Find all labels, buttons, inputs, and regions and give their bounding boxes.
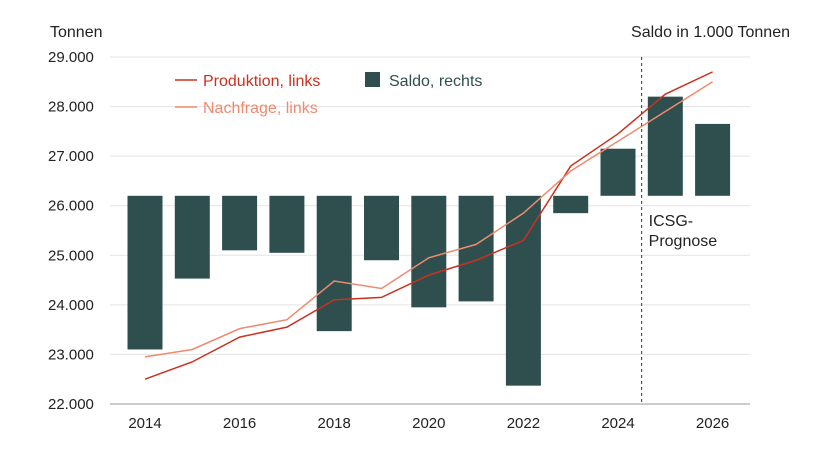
y-axis-ticks: 22.000 23.000 24.000 25.000 26.000 27.000 28.0…: [48, 49, 94, 413]
nachfrage-line: [144, 81, 713, 358]
x-tick-label: 2016: [223, 415, 256, 432]
legend-saldo-label: Saldo, rechts: [389, 73, 482, 90]
saldo-bar: [269, 195, 305, 253]
saldo-bar: [174, 195, 210, 279]
left-axis-label: Tonnen: [50, 24, 103, 41]
x-tick-label: 2024: [601, 415, 634, 432]
saldo-bar: [364, 195, 399, 261]
y-tick-label: 25.000: [48, 247, 94, 264]
line-series: [144, 71, 713, 380]
annotation-line-2: Prognose: [649, 233, 718, 250]
y-tick-label: 23.000: [48, 346, 94, 363]
y-tick-label: 26.000: [48, 198, 94, 215]
x-tick-label: 2026: [696, 415, 729, 432]
x-tick-label: 2018: [318, 415, 351, 432]
saldo-bar: [695, 123, 731, 196]
saldo-bar: [222, 195, 258, 251]
legend-saldo-swatch: [365, 72, 380, 87]
saldo-bar: [553, 195, 589, 214]
legend-produktion-label: Produktion, links: [203, 73, 320, 90]
y-tick-label: 22.000: [48, 396, 94, 413]
y-tick-label: 27.000: [48, 148, 94, 165]
x-tick-label: 2022: [507, 415, 540, 432]
y-tick-label: 29.000: [48, 49, 94, 66]
annotation-line-1: ICSG-: [649, 213, 693, 230]
right-axis-label: Saldo in 1.000 Tonnen: [631, 24, 790, 41]
saldo-bar: [316, 195, 352, 332]
y-tick-label: 28.000: [48, 99, 94, 116]
saldo-bar: [600, 148, 636, 196]
y-tick-label: 24.000: [48, 297, 94, 314]
saldo-bars: [127, 96, 731, 386]
x-tick-label: 2020: [412, 415, 445, 432]
saldo-bar: [647, 96, 683, 196]
legend-nachfrage-label: Nachfrage, links: [203, 100, 318, 117]
saldo-bar: [411, 195, 447, 308]
x-tick-label: 2014: [128, 415, 161, 432]
produktion-line: [144, 71, 713, 380]
x-axis-ticks: 2014 2016 2018 2020 2022 2024 2026: [128, 415, 729, 432]
saldo-bar: [127, 195, 163, 350]
legend: Produktion, links Nachfrage, links Saldo…: [175, 72, 482, 117]
saldo-bar: [505, 195, 541, 386]
saldo-bar: [458, 195, 494, 302]
